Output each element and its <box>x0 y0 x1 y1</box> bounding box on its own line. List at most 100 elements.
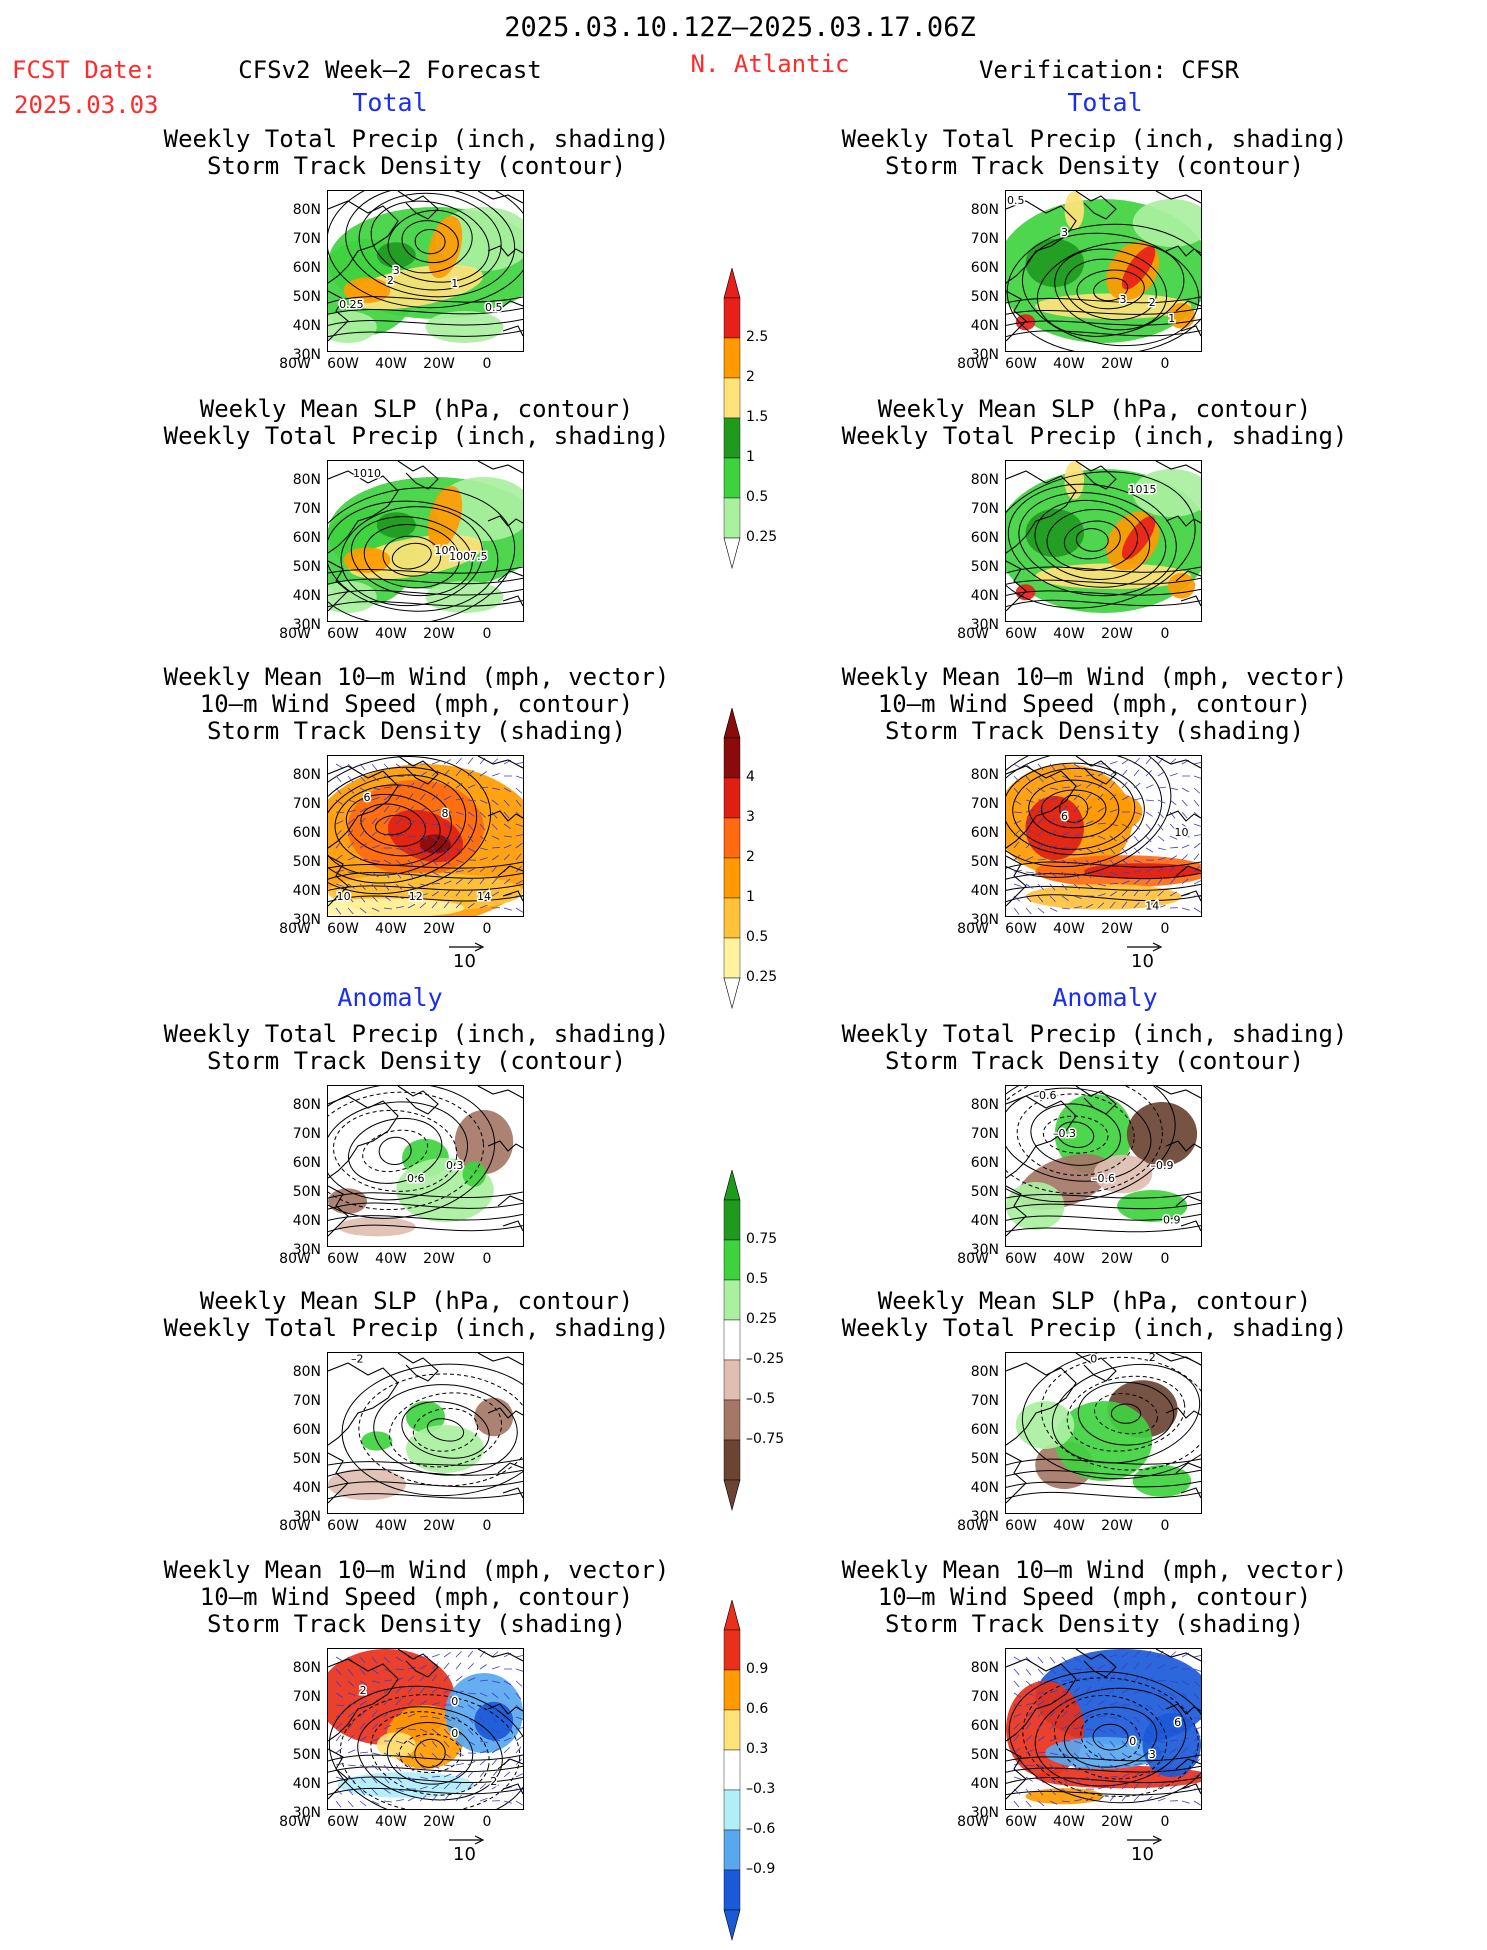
lon-tick-label: 0 <box>1161 1251 1170 1267</box>
wind-vector <box>1146 800 1154 801</box>
contour-label: 0.25 <box>339 298 364 311</box>
lat-tick-label: 50N <box>959 854 999 870</box>
lon-tick-label: 80W <box>279 1251 311 1267</box>
wind-vector <box>1146 824 1151 830</box>
panel-title-line: Weekly Total Precip (inch, shading) <box>842 126 1348 153</box>
lon-tick-label: 40W <box>1053 1814 1085 1830</box>
contour-label: 3 <box>1120 293 1127 306</box>
contour-label: 6 <box>1061 810 1068 823</box>
lat-tick-label: 40N <box>959 318 999 334</box>
wind-vector <box>516 762 523 764</box>
lat-tick-label: 40N <box>281 1480 321 1496</box>
contour-label: 0 <box>1090 1353 1097 1366</box>
wind-vector <box>1026 1669 1031 1675</box>
lat-tick-label: 70N <box>959 1689 999 1705</box>
panel-title-line: Weekly Mean SLP (hPa, contour) <box>878 1288 1311 1315</box>
wind-vector <box>444 1765 452 1766</box>
lat-tick-label: 60N <box>281 260 321 276</box>
shading-region <box>455 1110 514 1174</box>
contour-label: –0.6 <box>1092 1172 1115 1185</box>
colorbar-label: 0.25 <box>746 1311 777 1327</box>
colorbar-segment <box>724 378 740 418</box>
colorbar-label: 0.5 <box>746 929 768 945</box>
wind-vector <box>1194 1655 1201 1657</box>
panel-title-line: Storm Track Density (contour) <box>207 1048 626 1075</box>
panel-title-line: Weekly Mean SLP (hPa, contour) <box>878 396 1311 423</box>
wind-vector <box>1134 770 1139 776</box>
shading-region <box>377 1732 416 1758</box>
wind-vector <box>1026 1801 1031 1807</box>
vector-reference-label: 10 <box>1131 1844 1154 1865</box>
lon-tick-label: 20W <box>1101 1814 1133 1830</box>
lon-tick-label: 40W <box>375 1814 407 1830</box>
wind-vector <box>516 908 523 912</box>
colorbar-label: 1.5 <box>746 409 768 425</box>
lat-tick-label: 70N <box>959 796 999 812</box>
lon-tick-label: 80W <box>957 921 989 937</box>
wind-vector <box>1014 1669 1019 1675</box>
lon-tick-label: 40W <box>1053 1251 1085 1267</box>
lon-tick-label: 60W <box>327 921 359 937</box>
wind-vector <box>432 761 440 764</box>
panel-title-line: Weekly Mean SLP (hPa, contour) <box>200 396 633 423</box>
lon-tick-label: 40W <box>375 1251 407 1267</box>
wind-vector <box>1038 1669 1043 1675</box>
contour-label: 3 <box>1149 1748 1156 1761</box>
panel-title-line: 10–m Wind Speed (mph, contour) <box>200 1584 633 1611</box>
wind-vector <box>516 896 523 897</box>
shading-region <box>328 1188 367 1214</box>
wind-vector <box>468 1663 474 1669</box>
lon-tick-label: 0 <box>1161 356 1170 372</box>
lon-tick-label: 40W <box>1053 1518 1085 1534</box>
wind-vector <box>432 1654 440 1657</box>
lon-tick-label: 60W <box>1005 356 1037 372</box>
colorbar-segment <box>724 1630 740 1670</box>
wind-vector <box>1014 764 1021 768</box>
lat-tick-label: 50N <box>281 289 321 305</box>
panel-title-line: Weekly Total Precip (inch, shading) <box>164 1315 670 1342</box>
contour-label: 2 <box>490 1775 497 1788</box>
colorbar-label: –0.75 <box>746 1431 784 1447</box>
wind-vector <box>1146 848 1153 852</box>
contour-label: 2 <box>387 274 394 287</box>
lon-tick-label: 80W <box>957 356 989 372</box>
wind-vector <box>348 1765 356 1766</box>
wind-vector <box>1182 800 1187 806</box>
colorbar-segment <box>724 1280 740 1320</box>
wind-vector <box>1194 854 1199 860</box>
contour-label: 0 <box>1129 1735 1136 1748</box>
left-column-title: CFSv2 Week–2 Forecast <box>238 56 541 84</box>
contour-label: 8 <box>442 807 449 820</box>
panel-title-line: Storm Track Density (contour) <box>207 153 626 180</box>
lat-tick-label: 80N <box>281 202 321 218</box>
colorbar-label: 4 <box>746 769 755 785</box>
coastline <box>1181 891 1201 901</box>
wind-vector <box>360 1752 368 1753</box>
wind-vector <box>1026 884 1033 888</box>
colorbar-segment <box>724 458 740 498</box>
colorbar-segment <box>724 1320 740 1360</box>
colorbar-segment <box>724 1400 740 1440</box>
date-range-title: 2025.03.10.12Z–2025.03.17.06Z <box>504 12 975 43</box>
wind-vector <box>1182 845 1189 848</box>
coastline <box>1166 811 1201 821</box>
colorbar-label: 0.5 <box>746 489 768 505</box>
contour-label: 3 <box>1061 226 1068 239</box>
lat-tick-label: 70N <box>959 1393 999 1409</box>
coastline <box>1181 1784 1201 1794</box>
lat-tick-label: 80N <box>281 767 321 783</box>
lat-tick-label: 60N <box>281 1155 321 1171</box>
lon-tick-label: 60W <box>327 1814 359 1830</box>
wind-vector <box>1158 1798 1165 1801</box>
lon-tick-label: 0 <box>483 1518 492 1534</box>
wind-vector <box>1170 847 1178 848</box>
coastline <box>1181 1221 1201 1231</box>
lat-tick-label: 50N <box>281 1451 321 1467</box>
wind-vector <box>492 773 500 776</box>
colorbar-label: 2.5 <box>746 329 768 345</box>
